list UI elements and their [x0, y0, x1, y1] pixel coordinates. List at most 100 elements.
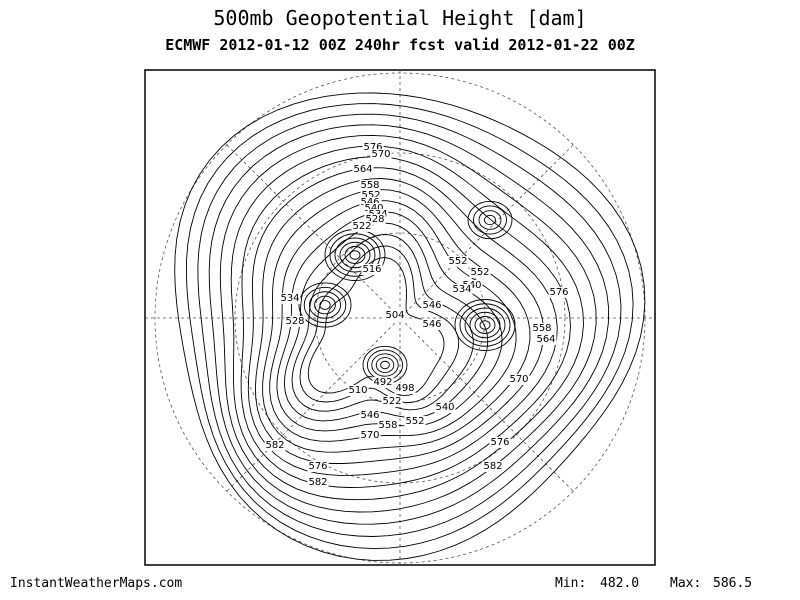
contour-label: 570 [360, 430, 379, 441]
contour [174, 92, 646, 561]
contour [303, 286, 347, 324]
max-label: Max: [670, 576, 701, 591]
contour [247, 167, 558, 476]
label-bg [434, 402, 456, 413]
label-bg [361, 264, 383, 275]
contour-label: 522 [382, 396, 401, 407]
contour-labels: 5765705645585525465405345285225165345285… [264, 142, 570, 488]
contour [454, 299, 516, 351]
contour-label: 498 [395, 383, 414, 394]
label-bg [421, 319, 443, 330]
label-bg [394, 383, 416, 394]
contour-label: 552 [470, 267, 489, 278]
label-bg [372, 377, 394, 388]
label-bg [508, 374, 530, 385]
label-bg [370, 149, 392, 160]
contour-label: 576 [549, 287, 568, 298]
contour-label: 552 [405, 416, 424, 427]
label-bg [284, 316, 306, 327]
contour-label: 576 [308, 461, 327, 472]
contour-label: 546 [360, 410, 379, 421]
contour-label: 546 [422, 319, 441, 330]
contour [254, 178, 545, 464]
label-bg [548, 287, 570, 298]
contour [208, 124, 610, 525]
contour-label: 570 [509, 374, 528, 385]
contour-label: 582 [483, 461, 502, 472]
contour [185, 103, 634, 550]
contour-label: 576 [490, 437, 509, 448]
label-bg [362, 142, 384, 153]
contour [240, 156, 571, 488]
contour [291, 234, 474, 412]
contour [344, 246, 366, 264]
label-bg [279, 293, 301, 304]
contour-label: 582 [265, 440, 284, 451]
contour [307, 257, 445, 397]
contour [484, 214, 496, 226]
contour-label: 534 [280, 293, 299, 304]
contour [230, 145, 584, 501]
contour [314, 295, 336, 315]
contour [366, 349, 404, 381]
label-bg [489, 437, 511, 448]
max-value: 586.5 [713, 576, 752, 591]
contour-lines [174, 92, 646, 561]
contour [479, 320, 491, 330]
contour-label: 558 [532, 323, 551, 334]
label-bg [421, 300, 443, 311]
contour-label: 552 [361, 190, 380, 201]
source: InstantWeatherMaps.com [10, 576, 182, 591]
contour [469, 311, 501, 339]
contour [299, 245, 460, 403]
label-bg [381, 396, 403, 407]
contour [262, 189, 531, 453]
label-bg [359, 180, 381, 191]
label-bg [384, 310, 406, 321]
contour [474, 316, 496, 334]
contour-label: 540 [364, 203, 383, 214]
contour-label: 564 [536, 334, 555, 345]
contour [269, 200, 517, 442]
contour-label: 570 [371, 149, 390, 160]
label-bg [264, 440, 286, 451]
label-bg [404, 416, 426, 427]
contour [467, 200, 513, 240]
label-bg [307, 477, 329, 488]
contour [334, 237, 376, 273]
label-bg [535, 334, 557, 345]
label-bg [307, 461, 329, 472]
label-bg [377, 420, 399, 431]
contour [319, 300, 331, 310]
contour-label: 510 [348, 385, 367, 396]
contour [349, 250, 361, 260]
min-value: 482.0 [600, 576, 639, 591]
contour-label: 564 [353, 164, 372, 175]
contour-label: 492 [373, 377, 392, 388]
label-bg [359, 197, 381, 208]
contour-label: 516 [362, 264, 381, 275]
contour-label: 576 [363, 142, 382, 153]
contour [478, 210, 502, 230]
subtitle: ECMWF 2012-01-12 00Z 240hr fcst valid 20… [165, 36, 635, 54]
label-bg [351, 221, 373, 232]
contour [375, 357, 395, 373]
label-bg [531, 323, 553, 334]
label-bg [352, 164, 374, 175]
contour-label: 546 [422, 300, 441, 311]
contour-label: 522 [352, 221, 371, 232]
contour [308, 291, 342, 319]
label-bg [359, 410, 381, 421]
contour [464, 307, 506, 343]
min-label: Min: [555, 576, 586, 591]
contour [329, 233, 381, 277]
contour-label: 552 [448, 256, 467, 267]
contour-label: 528 [365, 214, 384, 225]
contour [298, 282, 352, 328]
contour [380, 360, 390, 370]
label-bg [359, 430, 381, 441]
contour-label: 546 [360, 197, 379, 208]
label-bg [447, 256, 469, 267]
label-bg [364, 214, 386, 225]
